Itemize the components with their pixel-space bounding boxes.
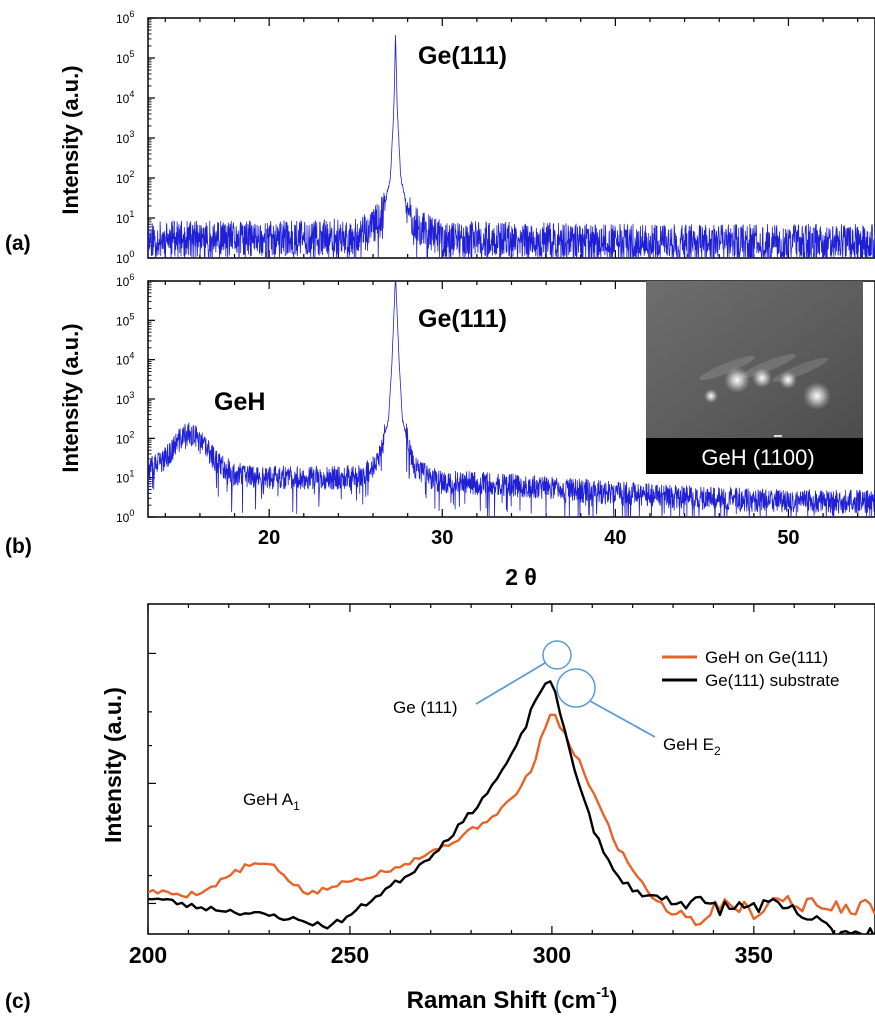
panel-c-x-tick-labels: 200 250 300 350 (129, 942, 773, 968)
panel-b: 100 101 102 103 104 105 106 20 30 40 50 GeH (1100… (5, 272, 875, 590)
panel-c-annotations: Ge (111) GeH E2 GeH A1 (243, 640, 721, 813)
x-tick-label: 50 (777, 527, 799, 549)
panel-c-x-axis-title: Raman Shift (cm-1) (407, 984, 618, 1014)
panel-c-plot-area (148, 680, 875, 934)
rheed-spot (724, 367, 750, 393)
ge111-peak-circle (542, 640, 572, 670)
geh-e2-circle (556, 668, 596, 708)
rheed-spot (803, 382, 831, 410)
y-tick-label: 104 (116, 89, 134, 106)
rheed-streak (699, 355, 755, 381)
panel-a-y-axis-title: Intensity (a.u.) (58, 65, 83, 214)
xrd-series-line (148, 281, 875, 517)
panel-b-y-axis-title: Intensity (a.u.) (58, 323, 83, 472)
y-tick-label: 105 (116, 49, 134, 66)
y-tick-label: 102 (116, 169, 134, 186)
y-tick-label: 102 (116, 429, 134, 446)
panel-b-y-tick-labels: 100 101 102 103 104 105 106 (116, 272, 134, 525)
rheed-diffraction-spots (699, 353, 831, 410)
panel-b-x-tick-labels: 20 30 40 50 (258, 527, 800, 549)
y-tick-label: 103 (116, 129, 134, 146)
y-tick-label: 103 (116, 390, 134, 407)
raman-series-line (148, 680, 875, 934)
panel-c-ticks (147, 604, 875, 934)
panel-b-ticks (148, 280, 859, 518)
legend-label-geh: GeH on Ge(111) (705, 648, 828, 667)
raman-series-line (148, 713, 875, 927)
rheed-inset: GeH (1100) (646, 281, 863, 474)
legend-label-substrate: Ge(111) substrate (705, 671, 840, 690)
panel-a-label: (a) (5, 232, 31, 255)
ge111-leader-line (475, 662, 546, 705)
xrd-series-line (148, 35, 875, 258)
rheed-spot (779, 371, 797, 389)
ge111-annotation: Ge (111) (393, 698, 458, 717)
x-tick-label: 200 (129, 942, 167, 968)
panel-a-y-tick-labels: 100 101 102 103 104 105 106 (116, 9, 134, 266)
x-tick-label: 350 (735, 942, 773, 968)
y-tick-label: 106 (116, 9, 134, 26)
y-tick-label: 100 (116, 508, 134, 525)
x-tick-label: 30 (431, 527, 453, 549)
rheed-inset-image (646, 281, 863, 438)
y-tick-label: 104 (116, 351, 134, 368)
panel-c: 200 250 300 350 Ge (111) GeH E2 GeH A1 GeH … (5, 603, 875, 1014)
x-tick-label: 250 (331, 942, 369, 968)
y-tick-label: 100 (116, 249, 134, 266)
panel-b-label: (b) (5, 535, 32, 558)
panel-a: 100 101 102 103 104 105 106 Intensity (a.u.) G… (5, 9, 875, 266)
panel-b-plot-area (148, 281, 875, 517)
panel-b-peak-label: Ge(111) (418, 305, 507, 333)
panel-a-peak-label: Ge(111) (418, 42, 507, 70)
geh-a1-annotation: GeH A1 (243, 790, 300, 813)
x-tick-label: 40 (604, 527, 626, 549)
geh-e2-leader-line (589, 700, 656, 738)
x-tick-label: 20 (258, 527, 280, 549)
y-tick-label: 101 (116, 209, 134, 226)
panel-c-legend: GeH on Ge(111) Ge(111) substrate (662, 648, 840, 690)
panel-b-geh-label: GeH (214, 388, 265, 416)
rheed-inset-caption: GeH (1100) (701, 445, 814, 470)
panel-b-x-axis-title: 2 θ (505, 564, 537, 590)
y-tick-label: 105 (116, 311, 134, 328)
panel-c-y-axis-title: Intensity (a.u.) (100, 687, 126, 843)
rheed-spot (752, 368, 772, 388)
y-tick-label: 106 (116, 272, 134, 289)
y-tick-label: 101 (116, 469, 134, 486)
panel-a-frame (147, 17, 875, 259)
geh-e2-annotation: GeH E2 (663, 735, 721, 758)
panel-a-plot-area (148, 35, 875, 258)
rheed-inset-caption-bar (646, 438, 863, 474)
panel-c-label: (c) (5, 990, 31, 1013)
x-tick-label: 300 (533, 942, 571, 968)
rheed-spot (704, 389, 718, 403)
